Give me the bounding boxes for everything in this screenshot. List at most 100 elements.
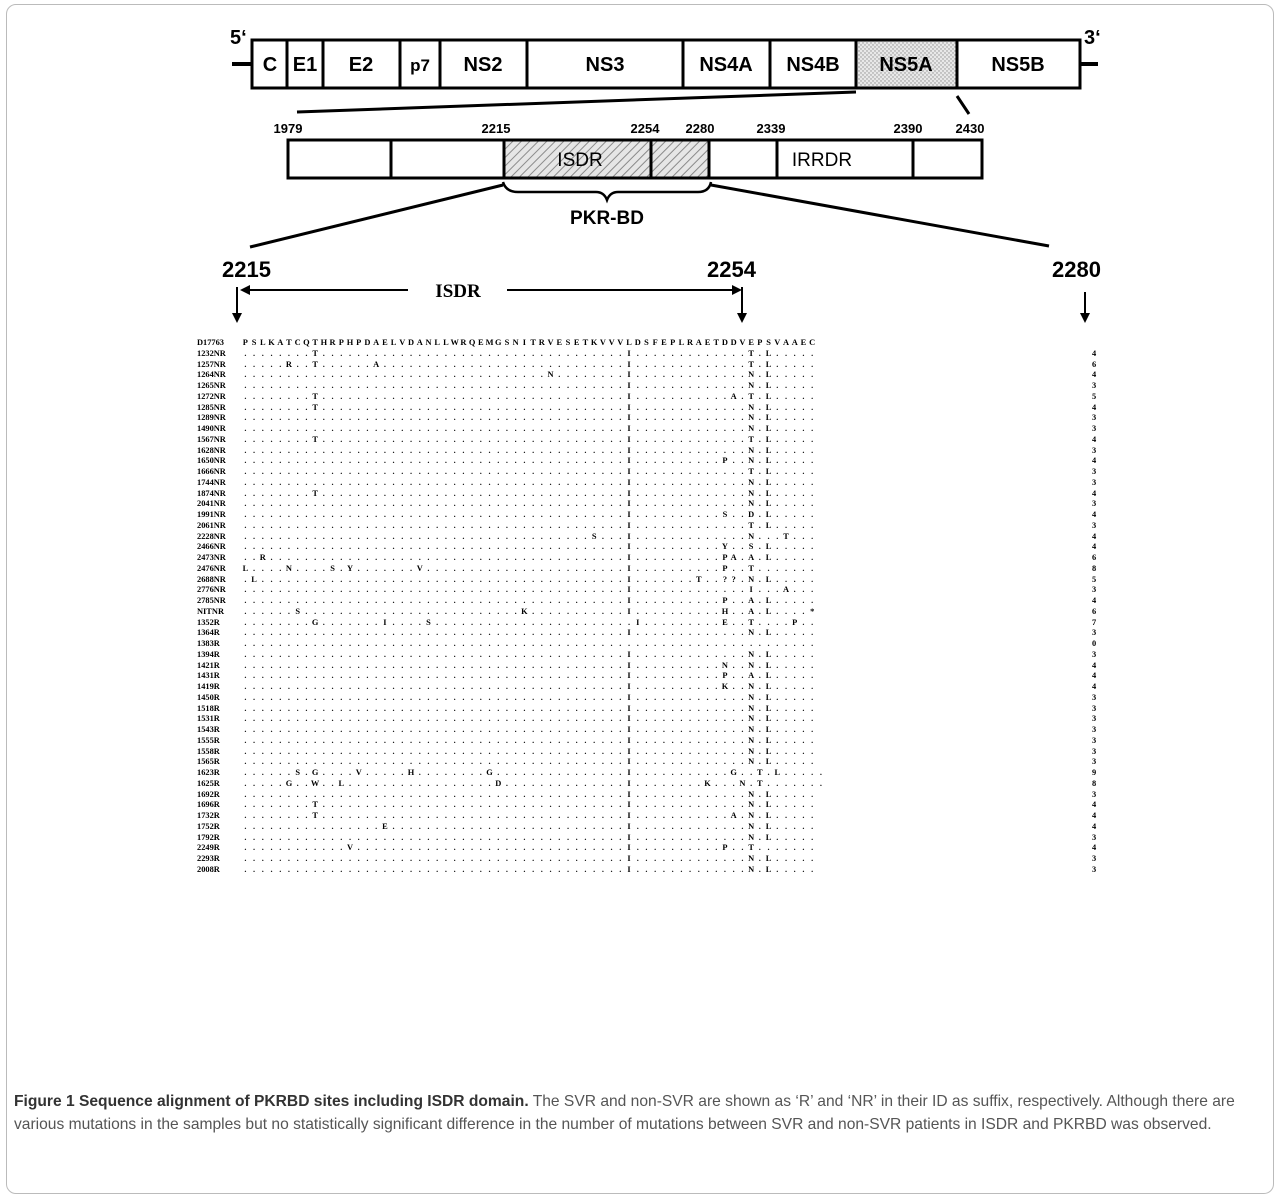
residue: .	[444, 531, 447, 541]
residue: .	[706, 821, 709, 831]
residue: .	[601, 424, 604, 433]
residue: .	[732, 800, 735, 810]
residue: .	[427, 821, 430, 831]
residue: .	[680, 499, 683, 509]
residue: .	[558, 617, 561, 627]
residue: .	[741, 574, 744, 584]
residue: .	[418, 735, 421, 745]
residue: .	[409, 424, 413, 433]
residue: .	[671, 467, 674, 476]
residue: .	[375, 757, 378, 767]
residue: .	[715, 424, 718, 433]
residue: I	[627, 649, 631, 659]
residue: .	[514, 682, 517, 691]
residue: .	[261, 596, 264, 605]
residue: .	[654, 445, 657, 455]
residue: .	[793, 531, 796, 541]
residue: .	[662, 725, 665, 734]
residue: .	[444, 553, 447, 562]
residue: .	[776, 434, 779, 444]
residue: .	[357, 499, 360, 509]
figure-frame	[6, 4, 1274, 1194]
residue: .	[453, 434, 456, 444]
residue: .	[671, 617, 674, 627]
residue: .	[261, 348, 264, 358]
residue: .	[784, 746, 788, 756]
residue: .	[636, 467, 639, 476]
residue: .	[549, 757, 552, 767]
residue: .	[619, 832, 622, 842]
residue: .	[261, 660, 264, 670]
residue: .	[392, 477, 395, 487]
residue: .	[357, 520, 360, 530]
residue: .	[758, 370, 761, 380]
residue: .	[253, 391, 256, 401]
residue: .	[296, 843, 299, 853]
residue: .	[331, 434, 334, 444]
residue: .	[453, 768, 456, 777]
residue: .	[601, 596, 604, 605]
residue: .	[619, 821, 622, 831]
residue: .	[340, 370, 343, 380]
residue: T	[582, 338, 589, 347]
residue: .	[514, 725, 517, 734]
sample-id: 1558R	[197, 746, 220, 756]
segment-ns5a: NS5A	[879, 54, 932, 76]
residue: .	[601, 703, 604, 713]
residue: .	[488, 714, 491, 724]
residue: .	[444, 370, 447, 380]
residue: .	[811, 467, 814, 476]
residue: .	[270, 735, 273, 745]
residue: .	[532, 821, 535, 831]
residue: .	[811, 391, 814, 401]
residue: .	[558, 585, 561, 595]
residue: .	[662, 542, 665, 552]
residue: .	[549, 488, 552, 498]
residue: .	[497, 585, 500, 595]
residue: .	[514, 402, 517, 412]
residue: .	[444, 725, 447, 734]
residue: .	[261, 639, 264, 648]
residue: L	[765, 692, 772, 702]
residue: .	[706, 413, 709, 423]
residue: .	[758, 542, 761, 552]
residue: .	[305, 510, 308, 519]
residue: R	[538, 338, 545, 347]
residue: .	[253, 768, 256, 777]
residue: .	[287, 424, 290, 433]
sample-id: 1394R	[197, 649, 220, 659]
residue: A	[782, 338, 790, 347]
residue: .	[479, 542, 482, 552]
residue: .	[453, 596, 456, 605]
residue: .	[479, 574, 482, 584]
residue: .	[532, 735, 535, 745]
residue: .	[802, 768, 805, 777]
residue: .	[593, 660, 596, 670]
residue: .	[479, 434, 482, 444]
residue: .	[671, 585, 674, 595]
residue: .	[758, 434, 761, 444]
residue: .	[270, 714, 273, 724]
residue: .	[689, 746, 692, 756]
residue: .	[244, 348, 247, 358]
residue: .	[375, 714, 378, 724]
residue: .	[436, 649, 439, 659]
residue: .	[366, 649, 369, 659]
residue: .	[471, 671, 474, 681]
residue: .	[689, 381, 692, 390]
residue: .	[689, 585, 692, 595]
residue: .	[340, 510, 343, 519]
residue: .	[784, 854, 788, 863]
residue: .	[444, 542, 447, 552]
residue: .	[444, 703, 447, 713]
residue: .	[261, 499, 264, 509]
residue: .	[287, 800, 290, 810]
residue: .	[479, 445, 482, 455]
residue: .	[418, 456, 421, 466]
residue: .	[409, 445, 413, 455]
residue: .	[610, 574, 613, 584]
residue: .	[575, 348, 578, 358]
residue: .	[549, 811, 552, 820]
residue: .	[505, 768, 508, 777]
position-2280: 2280	[686, 121, 715, 136]
